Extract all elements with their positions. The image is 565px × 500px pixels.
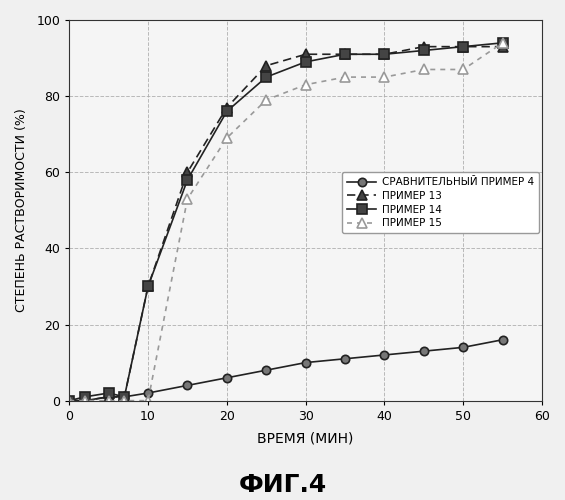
ПРИМЕР 15 [460,66,467,72]
ПРИМЕР 13 [263,62,270,68]
ПРИМЕР 13 [105,394,112,400]
Line: ПРИМЕР 14: ПРИМЕР 14 [64,38,507,406]
ПРИМЕР 14 [121,394,128,400]
ПРИМЕР 14 [223,108,230,114]
ПРИМЕР 14 [184,177,191,183]
ПРИМЕР 15 [302,82,309,87]
Y-axis label: СТЕПЕНЬ РАСТВОРИМОСТИ (%): СТЕПЕНЬ РАСТВОРИМОСТИ (%) [15,108,28,312]
ПРИМЕР 13 [499,44,506,50]
ПРИМЕР 15 [121,398,128,404]
ПРИМЕР 14 [81,394,88,400]
СРАВНИТЕЛЬНЫЙ ПРИМЕР 4 [263,367,270,373]
Line: ПРИМЕР 15: ПРИМЕР 15 [64,38,507,406]
ПРИМЕР 13 [381,52,388,58]
СРАВНИТЕЛЬНЫЙ ПРИМЕР 4 [342,356,349,362]
ПРИМЕР 14 [302,59,309,65]
СРАВНИТЕЛЬНЫЙ ПРИМЕР 4 [499,336,506,342]
ПРИМЕР 15 [381,74,388,80]
ПРИМЕР 14 [499,40,506,46]
ПРИМЕР 15 [81,398,88,404]
ПРИМЕР 14 [105,390,112,396]
ПРИМЕР 14 [420,48,427,54]
СРАВНИТЕЛЬНЫЙ ПРИМЕР 4 [460,344,467,350]
СРАВНИТЕЛЬНЫЙ ПРИМЕР 4 [184,382,191,388]
Line: СРАВНИТЕЛЬНЫЙ ПРИМЕР 4: СРАВНИТЕЛЬНЫЙ ПРИМЕР 4 [65,336,507,405]
ПРИМЕР 13 [184,170,191,175]
ПРИМЕР 13 [460,44,467,50]
СРАВНИТЕЛЬНЫЙ ПРИМЕР 4 [420,348,427,354]
ПРИМЕР 14 [460,44,467,50]
Line: ПРИМЕР 13: ПРИМЕР 13 [64,42,507,406]
ПРИМЕР 13 [302,52,309,58]
СРАВНИТЕЛЬНЫЙ ПРИМЕР 4 [121,394,128,400]
СРАВНИТЕЛЬНЫЙ ПРИМЕР 4 [223,375,230,381]
X-axis label: ВРЕМЯ (МИН): ВРЕМЯ (МИН) [258,431,354,445]
ПРИМЕР 15 [105,398,112,404]
ПРИМЕР 13 [145,284,151,290]
ПРИМЕР 15 [145,398,151,404]
ПРИМЕР 13 [66,398,73,404]
Legend: СРАВНИТЕЛЬНЫЙ ПРИМЕР 4, ПРИМЕР 13, ПРИМЕР 14, ПРИМЕР 15: СРАВНИТЕЛЬНЫЙ ПРИМЕР 4, ПРИМЕР 13, ПРИМЕ… [342,172,539,234]
СРАВНИТЕЛЬНЫЙ ПРИМЕР 4 [381,352,388,358]
ПРИМЕР 13 [223,104,230,110]
ПРИМЕР 14 [66,398,73,404]
СРАВНИТЕЛЬНЫЙ ПРИМЕР 4 [105,394,112,400]
ПРИМЕР 15 [342,74,349,80]
ПРИМЕР 13 [121,394,128,400]
ПРИМЕР 15 [66,398,73,404]
ПРИМЕР 14 [145,284,151,290]
ПРИМЕР 15 [223,135,230,141]
ПРИМЕР 14 [342,52,349,58]
СРАВНИТЕЛЬНЫЙ ПРИМЕР 4 [81,398,88,404]
ПРИМЕР 14 [381,52,388,58]
ПРИМЕР 13 [342,52,349,58]
ПРИМЕР 15 [184,196,191,202]
ПРИМЕР 15 [420,66,427,72]
СРАВНИТЕЛЬНЫЙ ПРИМЕР 4 [145,390,151,396]
ПРИМЕР 13 [420,44,427,50]
СРАВНИТЕЛЬНЫЙ ПРИМЕР 4 [66,398,73,404]
ПРИМЕР 13 [81,398,88,404]
Text: ФИГ.4: ФИГ.4 [238,474,327,498]
СРАВНИТЕЛЬНЫЙ ПРИМЕР 4 [302,360,309,366]
ПРИМЕР 15 [499,40,506,46]
ПРИМЕР 15 [263,97,270,103]
ПРИМЕР 14 [263,74,270,80]
